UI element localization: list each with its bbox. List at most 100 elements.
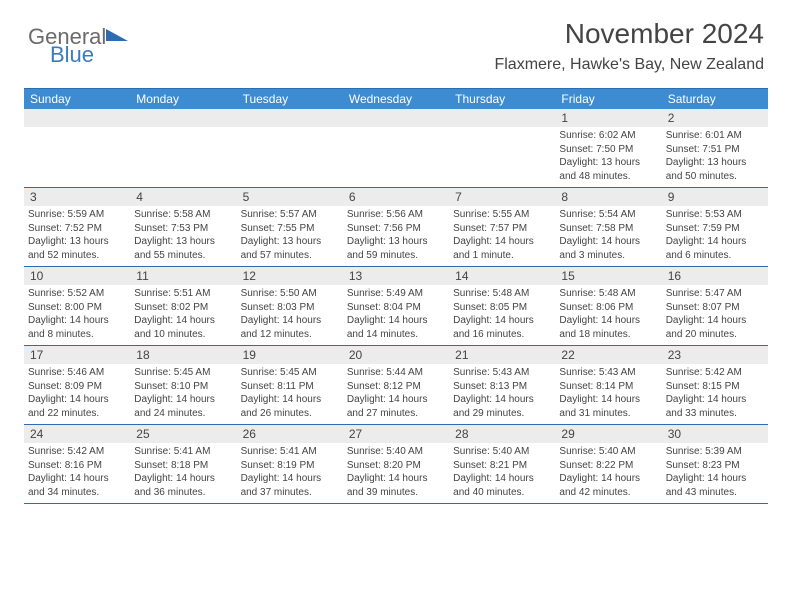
day-number: 1 [555, 109, 661, 127]
week-row: 3Sunrise: 5:59 AMSunset: 7:52 PMDaylight… [24, 188, 768, 267]
day-details: Sunrise: 5:47 AMSunset: 8:07 PMDaylight:… [662, 285, 768, 345]
day-cell: 30Sunrise: 5:39 AMSunset: 8:23 PMDayligh… [662, 425, 768, 503]
day-cell: 9Sunrise: 5:53 AMSunset: 7:59 PMDaylight… [662, 188, 768, 266]
sunrise-line: Sunrise: 5:54 AM [559, 208, 657, 222]
day-cell [237, 109, 343, 187]
sunrise-line: Sunrise: 5:41 AM [134, 445, 232, 459]
sunset-line: Sunset: 8:15 PM [666, 380, 764, 394]
sunset-line: Sunset: 8:18 PM [134, 459, 232, 473]
day-cell: 19Sunrise: 5:45 AMSunset: 8:11 PMDayligh… [237, 346, 343, 424]
daylight-line: Daylight: 14 hours and 34 minutes. [28, 472, 126, 499]
day-number: 15 [555, 267, 661, 285]
daylight-line: Daylight: 14 hours and 26 minutes. [241, 393, 339, 420]
daylight-line: Daylight: 13 hours and 52 minutes. [28, 235, 126, 262]
daylight-line: Daylight: 13 hours and 59 minutes. [347, 235, 445, 262]
daylight-line: Daylight: 14 hours and 40 minutes. [453, 472, 551, 499]
day-cell: 8Sunrise: 5:54 AMSunset: 7:58 PMDaylight… [555, 188, 661, 266]
sunset-line: Sunset: 8:23 PM [666, 459, 764, 473]
day-details: Sunrise: 5:52 AMSunset: 8:00 PMDaylight:… [24, 285, 130, 345]
week-row: 24Sunrise: 5:42 AMSunset: 8:16 PMDayligh… [24, 425, 768, 504]
day-details: Sunrise: 5:44 AMSunset: 8:12 PMDaylight:… [343, 364, 449, 424]
sunrise-line: Sunrise: 6:02 AM [559, 129, 657, 143]
day-number: 16 [662, 267, 768, 285]
day-details: Sunrise: 5:58 AMSunset: 7:53 PMDaylight:… [130, 206, 236, 266]
day-details: Sunrise: 5:45 AMSunset: 8:11 PMDaylight:… [237, 364, 343, 424]
sunset-line: Sunset: 7:50 PM [559, 143, 657, 157]
dow-saturday: Saturday [662, 89, 768, 109]
sunset-line: Sunset: 7:56 PM [347, 222, 445, 236]
day-cell: 26Sunrise: 5:41 AMSunset: 8:19 PMDayligh… [237, 425, 343, 503]
day-cell: 20Sunrise: 5:44 AMSunset: 8:12 PMDayligh… [343, 346, 449, 424]
daylight-line: Daylight: 13 hours and 48 minutes. [559, 156, 657, 183]
day-cell [343, 109, 449, 187]
sunrise-line: Sunrise: 6:01 AM [666, 129, 764, 143]
day-details: Sunrise: 5:45 AMSunset: 8:10 PMDaylight:… [130, 364, 236, 424]
daylight-line: Daylight: 13 hours and 55 minutes. [134, 235, 232, 262]
sunrise-line: Sunrise: 5:48 AM [559, 287, 657, 301]
day-number: 29 [555, 425, 661, 443]
day-cell: 6 Sunrise: 5:56 AMSunset: 7:56 PMDaylight… [343, 188, 449, 266]
day-cell [130, 109, 236, 187]
day-number: 10 [24, 267, 130, 285]
day-details: Sunrise: 5:42 AMSunset: 8:16 PMDaylight:… [24, 443, 130, 503]
sunrise-line: Sunrise: 5:50 AM [241, 287, 339, 301]
empty-day [130, 109, 236, 127]
day-number: 27 [343, 425, 449, 443]
week-row: 10Sunrise: 5:52 AMSunset: 8:00 PMDayligh… [24, 267, 768, 346]
dow-monday: Monday [130, 89, 236, 109]
day-cell: 1 Sunrise: 6:02 AMSunset: 7:50 PMDaylight… [555, 109, 661, 187]
week-row: 1Sunrise: 6:02 AMSunset: 7:50 PMDaylight… [24, 109, 768, 188]
day-details: Sunrise: 5:42 AMSunset: 8:15 PMDaylight:… [662, 364, 768, 424]
empty-day [24, 109, 130, 127]
sunset-line: Sunset: 8:11 PM [241, 380, 339, 394]
day-cell: 25Sunrise: 5:41 AMSunset: 8:18 PMDayligh… [130, 425, 236, 503]
sunset-line: Sunset: 7:52 PM [28, 222, 126, 236]
day-number: 19 [237, 346, 343, 364]
daylight-line: Daylight: 14 hours and 39 minutes. [347, 472, 445, 499]
sunset-line: Sunset: 7:59 PM [666, 222, 764, 236]
day-number: 28 [449, 425, 555, 443]
day-details: Sunrise: 5:39 AMSunset: 8:23 PMDaylight:… [662, 443, 768, 503]
day-details: Sunrise: 5:43 AMSunset: 8:13 PMDaylight:… [449, 364, 555, 424]
sunrise-line: Sunrise: 5:56 AM [347, 208, 445, 222]
week-row: 17Sunrise: 5:46 AMSunset: 8:09 PMDayligh… [24, 346, 768, 425]
sunset-line: Sunset: 8:03 PM [241, 301, 339, 315]
day-number: 3 [24, 188, 130, 206]
sunset-line: Sunset: 8:02 PM [134, 301, 232, 315]
daylight-line: Daylight: 14 hours and 22 minutes. [28, 393, 126, 420]
sunrise-line: Sunrise: 5:39 AM [666, 445, 764, 459]
daylight-line: Daylight: 13 hours and 50 minutes. [666, 156, 764, 183]
day-details: Sunrise: 5:40 AMSunset: 8:22 PMDaylight:… [555, 443, 661, 503]
dow-sunday: Sunday [24, 89, 130, 109]
day-details: Sunrise: 5:43 AMSunset: 8:14 PMDaylight:… [555, 364, 661, 424]
sunset-line: Sunset: 8:13 PM [453, 380, 551, 394]
day-number: 24 [24, 425, 130, 443]
day-number: 6 [343, 188, 449, 206]
sunset-line: Sunset: 8:21 PM [453, 459, 551, 473]
title-block: November 2024 Flaxmere, Hawke's Bay, New… [494, 18, 764, 74]
sunset-line: Sunset: 8:20 PM [347, 459, 445, 473]
sunset-line: Sunset: 8:10 PM [134, 380, 232, 394]
daylight-line: Daylight: 14 hours and 8 minutes. [28, 314, 126, 341]
day-number: 5 [237, 188, 343, 206]
sunset-line: Sunset: 7:57 PM [453, 222, 551, 236]
day-number: 13 [343, 267, 449, 285]
triangle-icon [106, 25, 128, 41]
day-details: Sunrise: 5:54 AMSunset: 7:58 PMDaylight:… [555, 206, 661, 266]
day-cell: 11Sunrise: 5:51 AMSunset: 8:02 PMDayligh… [130, 267, 236, 345]
dow-friday: Friday [555, 89, 661, 109]
daylight-line: Daylight: 14 hours and 16 minutes. [453, 314, 551, 341]
day-number: 18 [130, 346, 236, 364]
daylight-line: Daylight: 14 hours and 33 minutes. [666, 393, 764, 420]
day-cell: 15Sunrise: 5:48 AMSunset: 8:06 PMDayligh… [555, 267, 661, 345]
sunset-line: Sunset: 8:09 PM [28, 380, 126, 394]
day-cell: 23Sunrise: 5:42 AMSunset: 8:15 PMDayligh… [662, 346, 768, 424]
day-details: Sunrise: 5:48 AMSunset: 8:05 PMDaylight:… [449, 285, 555, 345]
daylight-line: Daylight: 14 hours and 42 minutes. [559, 472, 657, 499]
day-cell [24, 109, 130, 187]
sunrise-line: Sunrise: 5:43 AM [453, 366, 551, 380]
sunrise-line: Sunrise: 5:43 AM [559, 366, 657, 380]
header: General November 2024 Flaxmere, Hawke's … [0, 0, 792, 78]
day-details: Sunrise: 5:55 AMSunset: 7:57 PMDaylight:… [449, 206, 555, 266]
daylight-line: Daylight: 14 hours and 43 minutes. [666, 472, 764, 499]
